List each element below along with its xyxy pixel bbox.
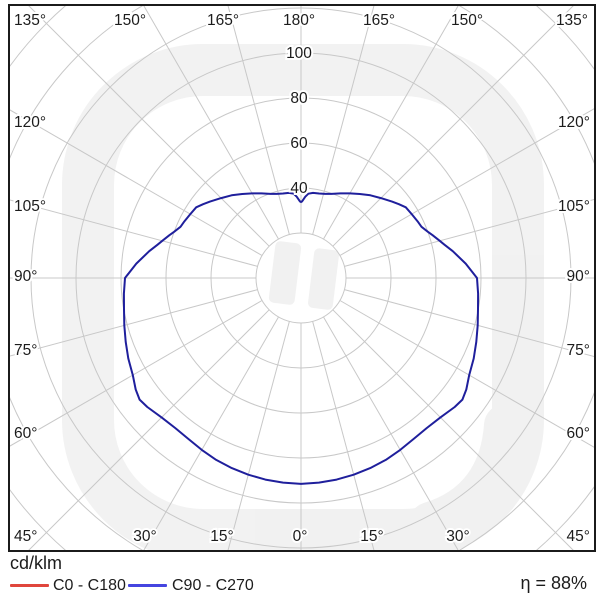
angle-label: 30° [446, 528, 469, 545]
angle-label: 15° [360, 528, 383, 545]
watermark-ring [62, 44, 544, 550]
legend-line-c90-c270 [128, 584, 167, 587]
angle-label: 75° [14, 342, 37, 359]
c90-c270-curve [122, 191, 480, 485]
grid-spoke [312, 321, 375, 550]
angle-label: 45° [567, 528, 590, 545]
angle-label: 75° [567, 342, 590, 359]
angle-label: 105° [14, 198, 46, 215]
angle-label: 150° [451, 12, 483, 29]
grid-spoke [227, 321, 290, 550]
angle-label: 165° [363, 12, 395, 29]
angle-label: 90° [14, 268, 37, 285]
angle-label: 120° [558, 114, 590, 131]
grid-spoke [10, 199, 258, 267]
grid-spoke [344, 289, 594, 358]
grid-spoke [339, 108, 594, 256]
angle-label: 135° [14, 12, 46, 29]
units-label: cd/klm [10, 553, 63, 573]
angle-label: 105° [558, 198, 590, 215]
watermark-bar [308, 248, 339, 310]
grid-spoke [28, 309, 270, 550]
angle-label: 45° [14, 528, 37, 545]
watermark-tail [409, 404, 526, 544]
angle-label: 90° [567, 268, 590, 285]
radial-tick-label: 60 [290, 135, 308, 152]
angle-label: 0° [293, 528, 308, 545]
angle-label: 180° [283, 12, 315, 29]
radial-tick-label: 40 [290, 180, 308, 197]
watermark-logo [62, 44, 544, 550]
angle-label: 30° [133, 528, 156, 545]
efficiency-label: η = 88% [520, 573, 587, 593]
angle-label: 165° [207, 12, 239, 29]
angle-label: 60° [14, 425, 37, 442]
legend-label-c90-c270: C90 - C270 [172, 577, 254, 594]
angle-label: 60° [567, 425, 590, 442]
legend-label-c0-c180: C0 - C180 [53, 577, 126, 594]
chart-frame [8, 4, 596, 552]
legend-line-c0-c180 [10, 584, 49, 587]
radial-tick-label: 80 [290, 90, 308, 107]
grid-spoke [323, 316, 459, 550]
grid-spoke [339, 300, 594, 448]
angle-label: 15° [210, 528, 233, 545]
angle-label: 135° [556, 12, 588, 29]
grid-spoke [10, 109, 263, 256]
grid-spoke [332, 6, 574, 247]
grid-spoke [10, 289, 258, 357]
grid-spoke [28, 6, 270, 247]
grid-spoke [143, 6, 279, 240]
angle-label: 120° [14, 114, 46, 131]
grid-spoke [332, 309, 574, 550]
grid-spoke [312, 6, 375, 235]
grid-spoke [344, 198, 594, 267]
angle-label: 150° [114, 12, 146, 29]
watermark-bar [268, 241, 302, 305]
grid-spoke [323, 6, 459, 240]
grid-spoke [227, 6, 290, 235]
radial-tick-label: 100 [286, 45, 312, 62]
grid-spoke [143, 316, 279, 550]
grid-spoke [10, 300, 263, 447]
